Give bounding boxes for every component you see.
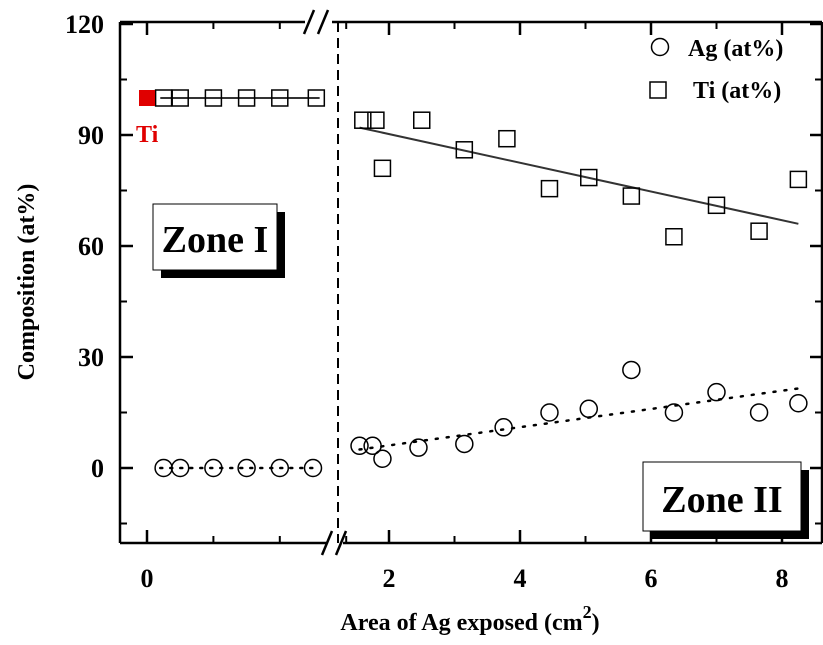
- x-axis-title: Area of Ag exposed (cm2): [340, 602, 599, 636]
- y-tick-label: 0: [91, 454, 104, 483]
- zone1-box: Zone I: [152, 203, 285, 278]
- ag-data-point: [579, 399, 599, 419]
- tick-labels: 0 30 60 90 120 0 2 4 6 8: [65, 10, 789, 593]
- x-axis-title-sup: 2: [583, 602, 592, 622]
- ti-data-point: [750, 222, 768, 240]
- ag-data-point: [237, 458, 256, 478]
- data-points: [154, 89, 808, 478]
- legend-ti-label: Ti (at%): [693, 78, 781, 104]
- ag-data-point: [455, 434, 474, 454]
- y-tick-label: 30: [78, 343, 104, 372]
- y-tick-label: 120: [65, 10, 104, 39]
- ag-data-point: [270, 458, 290, 478]
- ti-data-point: [367, 111, 385, 129]
- ag-data-point: [204, 458, 223, 478]
- ti-data-point: [413, 111, 431, 129]
- legend: Ag (at%) Ti (at%): [649, 36, 783, 104]
- ag-data-point: [409, 438, 428, 457]
- zone2-label: Zone II: [661, 479, 782, 521]
- ag-data-point: [494, 418, 513, 437]
- ti-data-point: [580, 168, 598, 187]
- ti-data-point: [665, 228, 683, 246]
- axis-break-top: [302, 9, 330, 35]
- ag-data-point: [622, 360, 641, 380]
- ag-data-point: [749, 403, 769, 422]
- x-tick-label: 6: [645, 564, 658, 593]
- x-tick-label: 2: [383, 564, 396, 593]
- zone2-box: Zone II: [642, 461, 809, 539]
- ti-data-point: [171, 89, 189, 107]
- y-axis-title: Composition (at%): [14, 184, 40, 381]
- ti-data-point: [455, 141, 474, 159]
- ti-data-point: [271, 89, 289, 107]
- ti-data-point: [237, 89, 256, 107]
- legend-ti-marker: [649, 81, 667, 99]
- x-tick-label: 0: [141, 564, 154, 593]
- y-tick-label: 90: [78, 121, 104, 150]
- ti-data-point: [540, 179, 559, 198]
- ti-zone2-fit: [359, 126, 799, 225]
- ti-data-point: [204, 89, 223, 107]
- ag-data-point: [170, 458, 190, 478]
- ag-data-point: [303, 458, 323, 478]
- ag-data-point: [373, 449, 392, 468]
- ag-data-point: [363, 436, 382, 456]
- ti-data-point: [307, 89, 326, 107]
- ag-data-point: [789, 394, 808, 413]
- legend-ag-marker: [650, 37, 670, 57]
- ti-marker-label: Ti: [136, 122, 159, 148]
- x-tick-label: 4: [514, 564, 527, 593]
- ti-reference-marker: [139, 90, 155, 106]
- x-axis-title-end: ): [592, 610, 600, 636]
- ag-zone2-fit: [358, 387, 800, 451]
- ti-data-point: [354, 111, 372, 129]
- x-tick-label: 8: [776, 564, 789, 593]
- ag-data-point: [707, 382, 726, 402]
- ti-data-point: [789, 170, 808, 189]
- ti-data-point: [498, 129, 516, 148]
- ag-data-point: [350, 436, 369, 456]
- x-axis-title-main: Area of Ag exposed (cm: [340, 610, 582, 636]
- axis-break-bottom: [320, 530, 348, 556]
- y-tick-label: 60: [78, 232, 104, 261]
- fit-lines: [159, 97, 800, 470]
- legend-ag-label: Ag (at%): [688, 36, 783, 62]
- ti-data-point: [373, 159, 392, 178]
- ti-data-point: [707, 196, 726, 215]
- zone1-label: Zone I: [162, 219, 269, 261]
- ag-data-point: [664, 403, 684, 422]
- ti-data-point: [622, 187, 641, 205]
- ag-data-point: [540, 403, 559, 422]
